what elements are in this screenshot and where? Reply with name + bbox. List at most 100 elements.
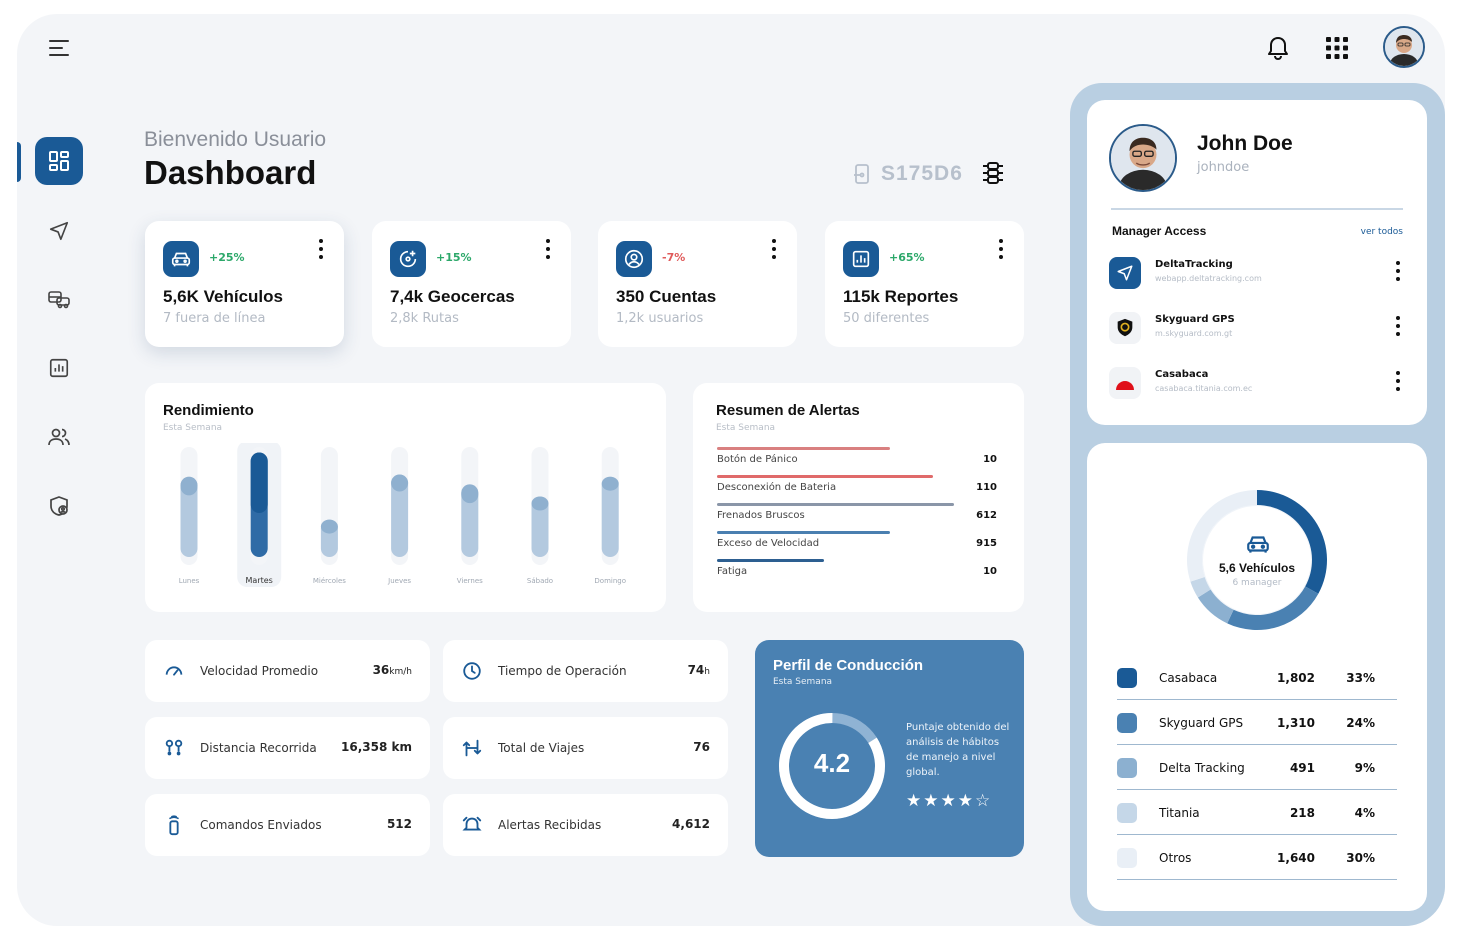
stat-value: 7,4k Geocercas: [390, 287, 515, 306]
bar-total[interactable]: [180, 476, 198, 557]
more-options-icon[interactable]: [1393, 369, 1403, 393]
alert-bar: [717, 475, 933, 478]
legend-percent: 33%: [1346, 671, 1375, 685]
alert-row[interactable]: Desconexión de Bateria 110: [717, 475, 997, 495]
profile-avatar: [1109, 124, 1177, 192]
donut-slice[interactable]: [1187, 490, 1257, 582]
user-avatar[interactable]: [1383, 26, 1425, 68]
legend-row[interactable]: Delta Tracking 491 9%: [1117, 745, 1397, 790]
page-title: Dashboard: [144, 154, 317, 191]
bar-highlight: [391, 474, 409, 492]
metric-card[interactable]: Distancia Recorrida 16,358 km: [145, 717, 430, 779]
metric-value: 16,358 km: [341, 740, 412, 754]
more-options-icon[interactable]: [542, 237, 554, 261]
welcome-text: Bienvenido Usuario: [144, 128, 327, 151]
legend-value: 1,310: [1277, 716, 1315, 730]
day-label: Viernes: [457, 577, 483, 585]
legend-value: 1,640: [1277, 851, 1315, 865]
legend-name: Titania: [1159, 806, 1200, 820]
geofence-icon: [390, 241, 426, 277]
account-item[interactable]: DeltaTracking webapp.deltatracking.com: [1109, 253, 1409, 293]
bar-total[interactable]: [531, 496, 549, 558]
legend-row[interactable]: Otros 1,640 30%: [1117, 835, 1397, 880]
stat-subtext: 1,2k usuarios: [616, 311, 704, 326]
alert-row[interactable]: Frenados Bruscos 612: [717, 503, 997, 523]
account-url: webapp.deltatracking.com: [1155, 274, 1262, 283]
app-window: Bienvenido Usuario Dashboard S175D6 +25%…: [17, 14, 1445, 926]
legend-row[interactable]: Titania 218 4%: [1117, 790, 1397, 835]
stat-card-vehicles[interactable]: +25% 5,6K Vehículos 7 fuera de línea: [145, 221, 344, 347]
right-panel: John Doe johndoe Manager Access ver todo…: [1070, 83, 1445, 926]
vehicles-summary-card: 5,6 Vehículos 6 manager Casabaca 1,802 33%…: [1087, 443, 1427, 911]
donut-slice[interactable]: [1197, 589, 1234, 624]
rendimiento-title: Rendimiento: [163, 402, 254, 419]
donut-subtitle: 6 manager: [1232, 578, 1282, 588]
bar-total[interactable]: [601, 476, 619, 557]
sidebar-item-users[interactable]: [35, 413, 83, 461]
star-filled-icon: ★: [923, 791, 939, 811]
legend-name: Delta Tracking: [1159, 761, 1245, 775]
device-icon: [853, 163, 871, 185]
account-item[interactable]: Casabaca casabaca.titania.com.ec: [1109, 363, 1409, 403]
stat-change: -7%: [662, 251, 686, 264]
stat-card-reports[interactable]: +65% 115k Reportes 50 diferentes: [825, 221, 1024, 347]
metric-card[interactable]: Total de Viajes 76: [443, 717, 728, 779]
sidebar-item-reports[interactable]: [35, 344, 83, 392]
sidebar-item-dashboard[interactable]: [35, 137, 83, 185]
profile-username: johndoe: [1197, 160, 1250, 175]
device-selector[interactable]: S175D6: [853, 162, 963, 186]
alertas-title: Resumen de Alertas: [716, 402, 860, 419]
donut-slice[interactable]: [1257, 490, 1327, 594]
legend-row[interactable]: Casabaca 1,802 33%: [1117, 655, 1397, 700]
sidebar-item-security[interactable]: [35, 482, 83, 530]
bar-total[interactable]: [391, 474, 409, 558]
more-options-icon[interactable]: [1393, 259, 1403, 283]
metric-label: Total de Viajes: [498, 741, 585, 755]
metric-value: 36km/h: [373, 663, 412, 677]
alert-row[interactable]: Exceso de Velocidad 915: [717, 531, 997, 551]
metric-label: Alertas Recibidas: [498, 818, 602, 832]
rendimiento-chart: Lunes Martes Miércoles Jueves Viernes Sábado D…: [179, 443, 626, 587]
donut-slice[interactable]: [1227, 586, 1319, 630]
menu-icon[interactable]: [47, 36, 71, 60]
bell-icon[interactable]: [1264, 34, 1292, 62]
metric-card[interactable]: Tiempo de Operación 74h: [443, 640, 728, 702]
grid-icon[interactable]: [1323, 34, 1351, 62]
metric-card[interactable]: Velocidad Promedio 36km/h: [145, 640, 430, 702]
view-all-link[interactable]: ver todos: [1360, 227, 1403, 237]
report-icon: [843, 241, 879, 277]
donut-slice[interactable]: [1190, 576, 1211, 598]
sidebar-active-indicator: [17, 142, 21, 182]
metric-number: 512: [386, 817, 412, 831]
device-code: S175D6: [881, 162, 963, 185]
account-item[interactable]: Skyguard GPS m.skyguard.com.gt: [1109, 308, 1409, 348]
metric-label: Tiempo de Operación: [498, 664, 627, 678]
more-options-icon[interactable]: [315, 237, 327, 261]
metric-value: 76: [693, 740, 710, 754]
car-icon: [163, 241, 199, 277]
reports-icon: [48, 357, 70, 379]
metric-card[interactable]: Alertas Recibidas 4,612: [443, 794, 728, 856]
alert-label: Exceso de Velocidad: [717, 538, 820, 549]
sidebar-item-navigation[interactable]: [35, 207, 83, 255]
more-options-icon[interactable]: [1393, 314, 1403, 338]
stat-card-geofences[interactable]: +15% 7,4k Geocercas 2,8k Rutas: [372, 221, 571, 347]
donut-title: 5,6 Vehículos: [1218, 561, 1296, 575]
sidebar-item-vehicles[interactable]: [35, 275, 83, 323]
metric-value: 4,612: [672, 817, 710, 831]
metric-card[interactable]: Comandos Enviados 512: [145, 794, 430, 856]
account-url: casabaca.titania.com.ec: [1155, 384, 1253, 393]
legend-row[interactable]: Skyguard GPS 1,310 24%: [1117, 700, 1397, 745]
sliders-icon[interactable]: [979, 159, 1007, 187]
legend-percent: 24%: [1346, 716, 1375, 730]
more-options-icon[interactable]: [768, 237, 780, 261]
alert-row[interactable]: Fatiga 10: [717, 559, 997, 579]
legend-percent: 4%: [1354, 806, 1375, 820]
more-options-icon[interactable]: [995, 237, 1007, 261]
metric-value: 512: [387, 817, 412, 831]
stat-card-accounts[interactable]: -7% 350 Cuentas 1,2k usuarios: [598, 221, 797, 347]
alert-value: 110: [976, 482, 997, 493]
alert-bar: [717, 447, 890, 450]
alert-row[interactable]: Botón de Pánico 10: [717, 447, 997, 467]
bar-total[interactable]: [461, 484, 479, 557]
